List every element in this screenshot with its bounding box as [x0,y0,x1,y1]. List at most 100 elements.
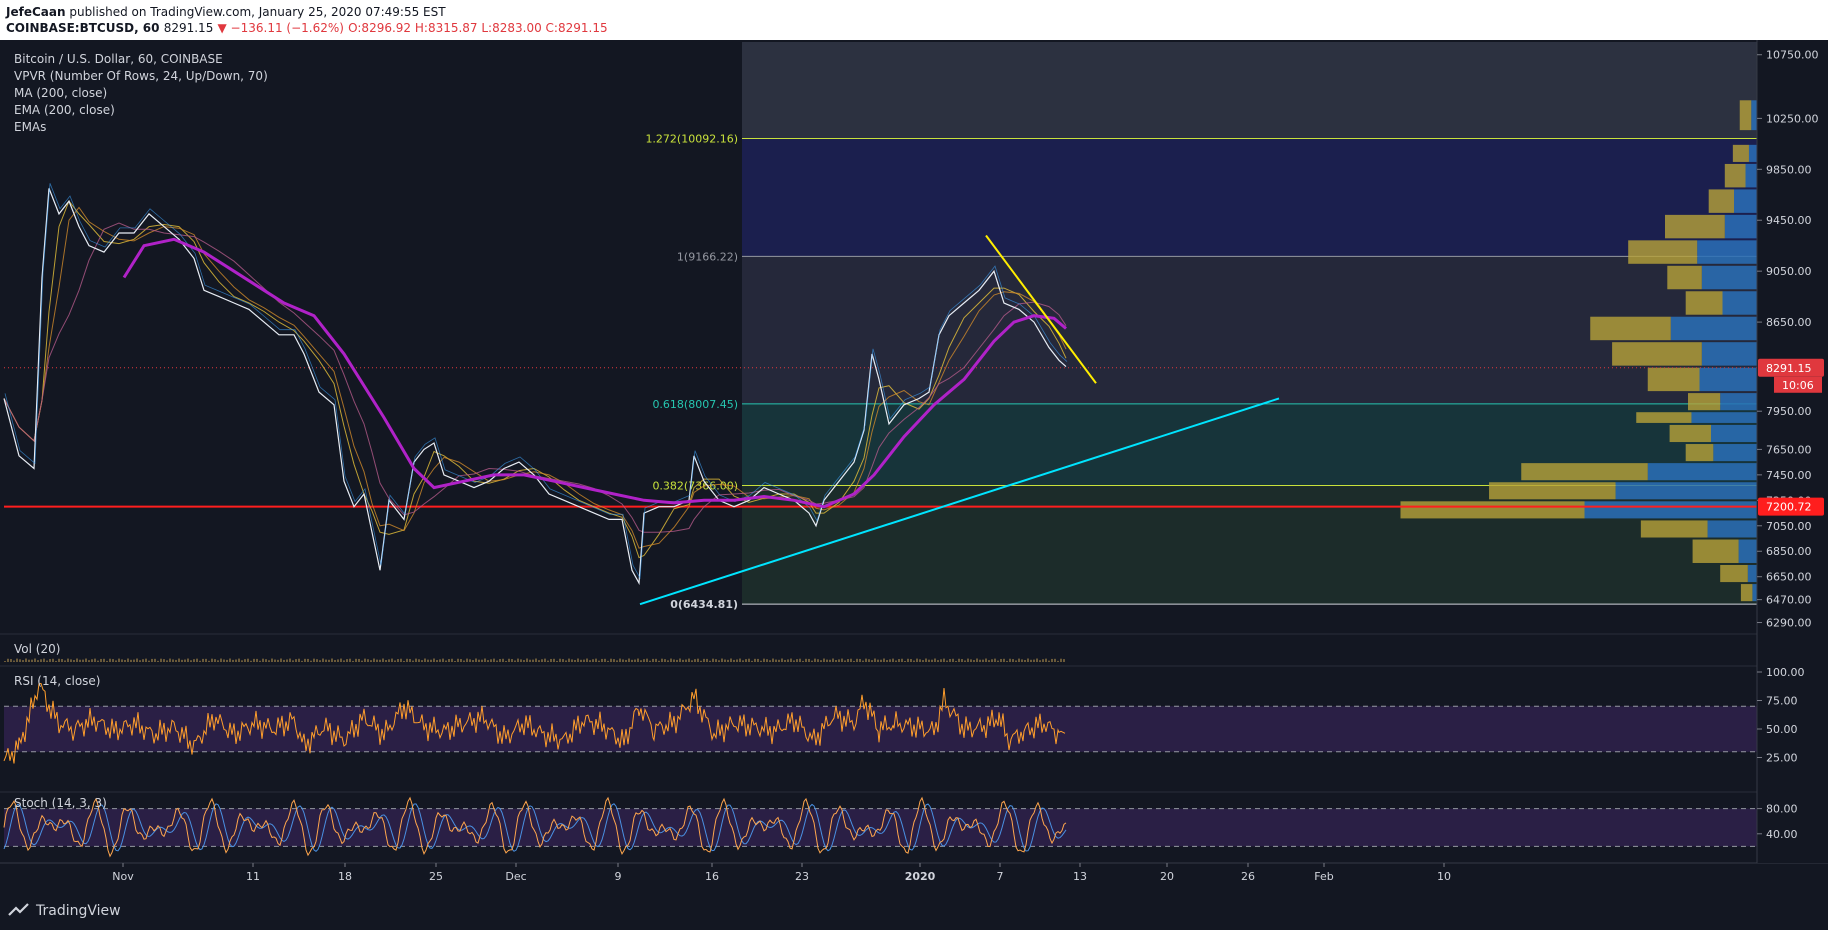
volume-bar [703,658,705,662]
volume-bar [196,658,198,662]
publisher-name[interactable]: JefeCaan [6,5,66,19]
legend-emas[interactable]: EMAs [14,120,47,134]
volume-bar [814,658,816,662]
legend-vpvr[interactable]: VPVR (Number Of Rows, 24, Up/Down, 70) [14,69,268,83]
volume-bar [871,660,873,662]
volume-bar [562,659,564,662]
vpvr-up-bar [1628,240,1698,264]
volume-bar [253,658,255,662]
vpvr-up-bar [1400,501,1585,519]
volume-bar [664,659,666,662]
legend-ma[interactable]: MA (200, close) [14,86,108,100]
last-price-tag[interactable] [1758,358,1824,377]
price-tick-label: 6470.00 [1766,594,1812,607]
tradingview-logo[interactable]: TradingView [8,902,121,919]
stoch-pane[interactable] [3,796,1757,858]
stoch-k-line[interactable] [3,796,1067,858]
volume-bar [706,658,708,662]
volume-bar [520,659,522,662]
vpvr-down-bar [1738,539,1757,563]
vpvr-down-bar [1748,144,1757,162]
volume-bar [811,660,813,662]
descending-trendline[interactable] [985,234,1097,384]
volume-bar [454,660,456,662]
volume-bar [634,659,636,662]
volume-bar [835,660,837,662]
volume-bar [652,658,654,662]
time-tick-label: 18 [338,870,352,883]
volume-bar [943,658,945,662]
rsi-tick-label: 100.00 [1766,666,1805,679]
volume-bar [631,659,633,662]
volume-bar [169,658,171,662]
volume-bar [523,660,525,662]
volume-bar [25,658,27,662]
volume-bar [355,658,357,662]
volume-bar [61,659,63,662]
stoch-legend[interactable]: Stoch (14, 3, 3) [14,796,107,810]
volume-bar [727,659,729,662]
volume-bar [907,658,909,662]
volume-bar [580,659,582,662]
volume-bar [1045,658,1047,662]
vpvr-up-bar [1692,539,1739,563]
volume-bar [358,658,360,662]
volume-bar [286,659,288,662]
volume-bar [1006,660,1008,662]
fib-zone-0 [742,138,1757,257]
volume-bar [928,659,930,662]
volume-bar [385,660,387,662]
volume-bar [946,660,948,662]
volume-bar [22,660,24,662]
volume-bar [313,658,315,662]
rsi-line[interactable] [3,682,1066,764]
volume-bar [598,660,600,662]
ascending-trendline[interactable] [639,397,1280,606]
volume-bar [439,659,441,662]
volume-bar [901,658,903,662]
time-axis[interactable]: Nov 11 18 25 Dec 9 16 23 2020 7 13 20 26 Feb 10 [0,862,1828,883]
time-tick-label: 10 [1437,870,1451,883]
volume-bar [832,658,834,662]
volume-bar [820,660,822,662]
volume-bar [289,658,291,662]
support-level-tag[interactable] [1758,497,1824,516]
volume-bar [367,659,369,662]
last-price-tag-label: 8291.15 [1766,362,1812,375]
volume-bar [91,659,93,662]
volume-bar [55,660,57,662]
chart-canvas[interactable]: 1.272(10092.16) 1(9166.22) 0.618(8007.45) 0… [0,40,1828,893]
change-text: ▼ −136.11 (−1.62%) [217,21,344,35]
rsi-pane[interactable] [3,682,1757,764]
time-tick-label: 13 [1073,870,1087,883]
volume-bar [457,658,459,662]
volume-bar [106,660,108,662]
volume-bar [934,658,936,662]
price-pane[interactable]: 1.272(10092.16) 1(9166.22) 0.618(8007.45) 0… [0,42,1828,793]
volume-bar [274,659,276,662]
volume-bar [1018,658,1020,662]
volume-bar [922,660,924,662]
vol-legend[interactable]: Vol (20) [14,642,61,656]
volume-bar [322,658,324,662]
price-axis[interactable]: 10750.00 10250.00 9850.00 9450.00 9050.00 865… [1756,40,1828,863]
legend-ema[interactable]: EMA (200, close) [14,103,115,117]
volume-bar [28,659,30,662]
volume-bar [103,658,105,662]
ma-200-line[interactable] [122,237,1067,509]
volume-bar [193,659,195,662]
stoch-band-fill [4,808,1757,847]
volume-pane[interactable] [4,658,1065,663]
volume-bar [421,660,423,662]
rsi-legend[interactable]: RSI (14, close) [14,674,101,688]
volume-bar [751,660,753,662]
volume-bar [472,660,474,662]
volume-bar [781,658,783,662]
volume-bar [157,660,159,662]
volume-bar [205,658,207,662]
volume-bar [778,659,780,662]
vpvr-down-bar [1697,240,1757,264]
volume-bar [436,660,438,662]
vpvr-down-bar [1584,501,1757,519]
volume-bar [142,659,144,662]
